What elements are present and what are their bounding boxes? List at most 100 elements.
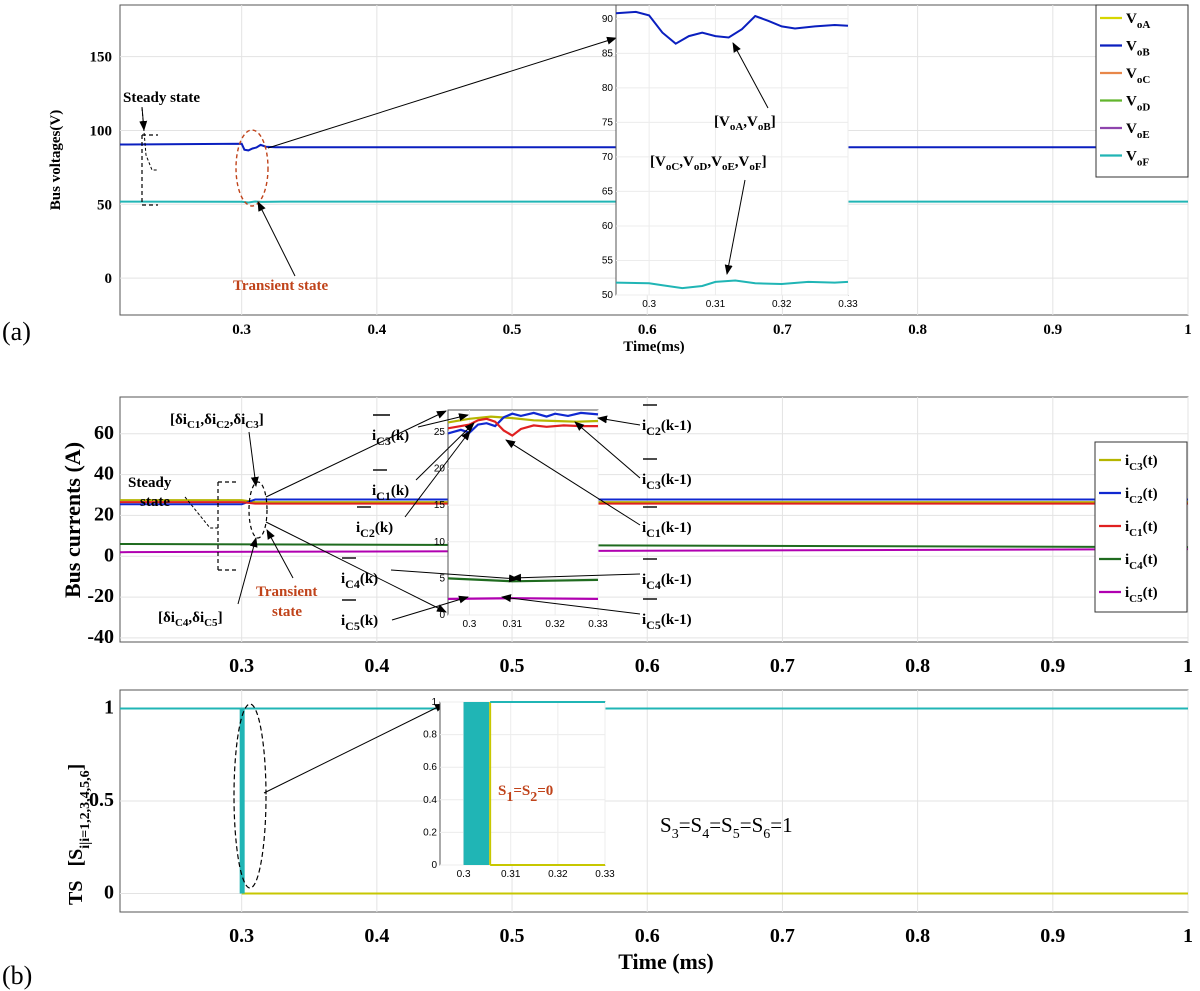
y-tick-label: 60 — [94, 422, 114, 444]
x-tick-label: 0.3 — [229, 655, 254, 677]
delta-arrow-c45 — [237, 537, 258, 605]
series-voC-voF — [119, 200, 1188, 204]
legend-entry: VoE — [1126, 121, 1150, 141]
inset-x-tick: 0.32 — [548, 869, 568, 880]
zoom-arrow-b1 — [265, 410, 447, 498]
inset-b-x-ticks: 0.3 0.31 0.32 0.33 — [462, 619, 608, 630]
inset-x-tick: 0.33 — [595, 869, 615, 880]
steady-text-b2: state — [140, 494, 170, 510]
inset-y-tick: 85 — [602, 48, 614, 59]
inset-y-tick: 20 — [434, 464, 446, 475]
s3456-label: S3=S4=S5=S6=1 — [660, 813, 793, 842]
inset-a-label-ab: [VoA,VoB] — [714, 114, 776, 133]
zoom-arrow-b2 — [265, 521, 447, 613]
y-tick-label: -40 — [87, 626, 114, 648]
x-tick-label: 1 — [1183, 655, 1193, 677]
steady-state-link — [141, 107, 158, 171]
inset-y-tick: 0 — [431, 860, 437, 871]
x-tick-label: 0.5 — [500, 925, 525, 947]
transient-arrow-b — [266, 529, 294, 579]
panel-c-y-tick-labels: 00.51 — [89, 697, 114, 904]
transient-state-arrow — [257, 201, 296, 277]
x-tick-label: 0.6 — [638, 322, 657, 338]
series-ic4 — [119, 543, 1189, 549]
inset-series-voC-voF — [615, 279, 849, 290]
inset-y-tick: 15 — [434, 500, 446, 511]
panel-b-switch-states: 00.51 0.3 0.4 0.5 0.6 0.7 0.8 0.9 1 TS[Si|i=1,2… — [2, 689, 1193, 990]
svg-text:iC5(k): iC5(k) — [341, 613, 378, 633]
inset-c-s12-label: S1=S2=0 — [498, 783, 553, 805]
legend-entry: VoC — [1126, 66, 1150, 86]
inset-y-tick: 0 — [439, 610, 445, 621]
inset-y-tick: 5 — [439, 573, 445, 584]
inset-b-y-ticks: 0 5 10 15 20 25 — [434, 427, 446, 621]
inset-y-tick: 60 — [602, 221, 614, 232]
label-ic2-k: iC2(k) — [356, 430, 471, 540]
label-ic2-k1: iC2(k-1) — [597, 404, 692, 438]
panel-b-series — [119, 498, 1189, 554]
inset-y-tick: 80 — [602, 83, 614, 94]
panel-a-x-tick-labels: 0.3 0.4 0.5 0.6 0.7 0.8 0.9 1 — [232, 322, 1191, 338]
delta-arrow-c123 — [248, 431, 259, 487]
inset-series-ic3 — [447, 415, 599, 424]
panel-a-y-tick-labels: 0 50 100 150 — [90, 50, 113, 287]
inset-y-tick: 0.2 — [423, 827, 437, 838]
legend-entry: iC2(t) — [1125, 486, 1158, 506]
y-tick-label: 100 — [90, 123, 113, 139]
inset-c-y-ticks: 0 0.2 0.4 0.6 0.8 1 — [423, 697, 437, 871]
inset-a-gridlines — [616, 5, 849, 296]
panel-b-ylabel: Bus currents (A) — [60, 442, 85, 598]
label-ic4-k: iC4(k) — [341, 557, 519, 591]
transient-state-ellipse — [235, 129, 269, 207]
svg-text:iC4(k): iC4(k) — [341, 571, 378, 591]
panel-b-y-tick-labels: -40 -20 0 20 40 60 — [87, 422, 114, 648]
svg-text:iC3(k-1): iC3(k-1) — [642, 472, 692, 492]
steady-state-text: Steady state — [123, 90, 200, 106]
switch-ellipse — [233, 703, 267, 889]
zoom-arrow-c — [263, 703, 445, 794]
delta-label-c45: [δiC4,δiC5] — [158, 610, 223, 629]
inset-x-tick: 0.33 — [838, 299, 858, 310]
inset-c-series — [463, 701, 605, 866]
panel-a-legend: VoA VoB VoC VoD VoE VoF — [1095, 4, 1189, 178]
inset-a-y-ticks: 50 55 60 65 70 75 80 85 90 — [602, 14, 614, 301]
inset-y-tick: 0.8 — [423, 730, 437, 741]
inset-series-voA-voB — [615, 10, 849, 45]
legend-a-frame — [1095, 4, 1189, 178]
panel-b-gridlines — [120, 397, 1189, 642]
panel-c-ylabel: TS[Si|i=1,2,3,4,5,6] — [65, 764, 93, 905]
y-tick-label: 1 — [104, 697, 114, 719]
x-tick-label: 0.8 — [905, 655, 930, 677]
label-ic3-k: iC3(k) — [372, 413, 469, 448]
steady-state-link-b — [184, 496, 218, 529]
inset-a-series — [615, 10, 849, 290]
inset-x-tick: 0.3 — [457, 869, 471, 880]
transient-text-b1: Transient — [256, 584, 317, 600]
inset-a-arrow-cf — [724, 179, 746, 275]
transient-state-text: Transient state — [233, 278, 328, 294]
series-ic1 — [120, 501, 1188, 505]
inset-y-tick: 75 — [602, 117, 614, 128]
svg-text:iC2(k): iC2(k) — [356, 520, 393, 540]
inset-switch-pulse — [463, 702, 490, 865]
x-tick-label: 1 — [1184, 322, 1192, 338]
x-tick-label: 0.8 — [908, 322, 927, 338]
svg-text:iC1(k-1): iC1(k-1) — [642, 520, 692, 540]
inset-y-tick: 0.4 — [423, 795, 437, 806]
panel-b-x-tick-labels: 0.3 0.4 0.5 0.6 0.7 0.8 0.9 1 — [229, 655, 1193, 677]
panel-b-k-labels: iC3(k) iC1(k) iC2(k) iC4(k) iC5(k) — [341, 413, 519, 633]
inset-x-tick: 0.32 — [545, 619, 565, 630]
inset-y-tick: 1 — [431, 697, 437, 708]
inset-a-frame — [615, 4, 849, 296]
panel-a-voltages: 0 50 100 150 0.3 0.4 0.5 0.6 0.7 0.8 0.9 1 Bus vol… — [2, 4, 1192, 355]
delta-label-c123: [δiC1,δiC2,δiC3] — [170, 412, 264, 431]
panel-c-inset: 0 0.2 0.4 0.6 0.8 1 0.3 0.31 0.32 0.33 S1=S2=0 — [423, 697, 615, 880]
label-ic1-k1: iC1(k-1) — [505, 439, 692, 540]
panel-b-k-minus-1-labels: iC2(k-1) iC3(k-1) iC1(k-1) iC4(k-1) iC5( — [501, 404, 692, 632]
x-tick-label: 0.7 — [770, 655, 795, 677]
x-tick-label: 0.7 — [773, 322, 792, 338]
steady-state-arrow — [139, 106, 148, 131]
panel-b-currents: -40 -20 0 20 40 60 0.3 0.4 0.5 0.6 0.7 0.8 0.9 1 Bus… — [60, 396, 1193, 677]
panel-b-legend: iC3(t) iC2(t) iC1(t) iC4(t) iC5(t) — [1094, 441, 1188, 613]
inset-y-tick: 0.6 — [423, 762, 437, 773]
